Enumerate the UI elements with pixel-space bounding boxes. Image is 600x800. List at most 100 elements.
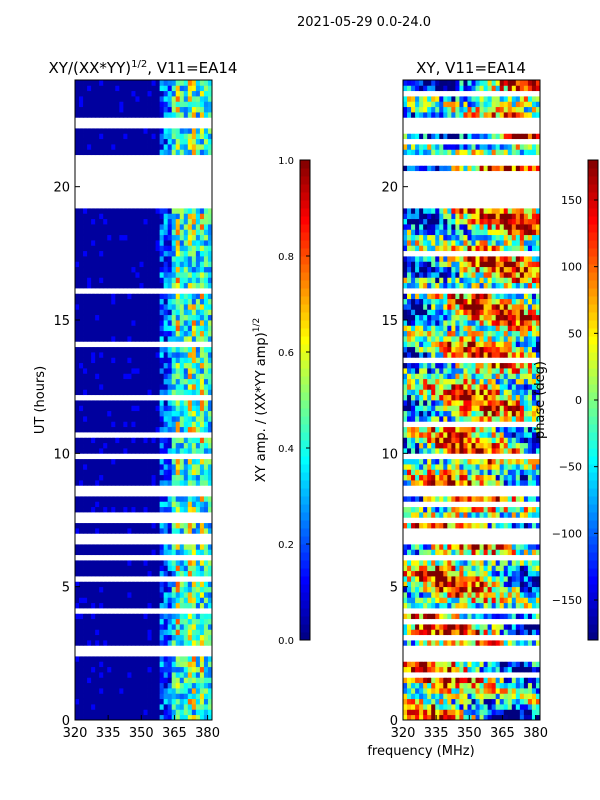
heatmap-cell <box>443 650 448 657</box>
heatmap-cell <box>79 341 84 348</box>
heatmap-cell <box>159 282 165 289</box>
heatmap-cell <box>151 80 156 86</box>
heatmap-cell <box>103 325 108 332</box>
heatmap-cell <box>419 640 424 646</box>
heatmap-cell <box>419 645 424 652</box>
heatmap-cell <box>451 704 456 710</box>
heatmap-cell <box>191 106 197 113</box>
heatmap-cell <box>83 544 88 550</box>
heatmap-cell <box>423 576 428 582</box>
heatmap-cell <box>107 650 112 657</box>
heatmap-cell <box>207 640 213 646</box>
heatmap-cell <box>103 106 108 113</box>
heatmap-cell <box>167 432 173 438</box>
heatmap-cell <box>127 389 132 396</box>
heatmap-cell <box>87 496 92 502</box>
heatmap-cell <box>103 330 108 337</box>
heatmap-cell <box>107 213 112 220</box>
heatmap-cell <box>123 549 128 556</box>
heatmap-cell <box>447 592 452 598</box>
heatmap-cell <box>103 96 108 102</box>
heatmap-cell <box>87 629 92 636</box>
heatmap-cell <box>167 298 173 305</box>
heatmap-cell <box>143 80 148 86</box>
heatmap-cell <box>195 122 201 129</box>
heatmap-cell <box>139 298 144 305</box>
heatmap-cell <box>175 602 181 609</box>
heatmap-cell <box>531 629 537 636</box>
heatmap-cell <box>187 688 193 694</box>
heatmap-cell <box>199 672 205 678</box>
heatmap-cell <box>191 517 197 524</box>
heatmap-cell <box>103 341 108 348</box>
heatmap-cell <box>151 336 156 342</box>
heatmap-cell <box>75 138 80 145</box>
heatmap-cell <box>191 101 197 108</box>
heatmap-cell <box>499 634 505 641</box>
heatmap-cell <box>175 528 181 534</box>
heatmap-cell <box>75 112 80 118</box>
heatmap-cell <box>199 522 205 529</box>
heatmap-cell <box>95 144 100 150</box>
heatmap-cell <box>75 202 80 209</box>
heatmap-cell <box>187 90 193 97</box>
heatmap-cell <box>115 122 120 129</box>
heatmap-cell <box>107 688 112 694</box>
x-tick-label: 365 <box>162 726 187 741</box>
heatmap-cell <box>143 688 148 694</box>
heatmap-cell <box>443 709 448 716</box>
heatmap-cell <box>127 565 132 572</box>
heatmap-cell <box>103 213 108 220</box>
heatmap-cell <box>207 144 213 150</box>
heatmap-cell <box>83 656 88 662</box>
heatmap-cell <box>115 304 120 310</box>
heatmap-cell <box>171 133 177 140</box>
heatmap-cell <box>143 229 148 236</box>
heatmap-cell <box>183 304 189 310</box>
heatmap-cell <box>135 202 140 209</box>
heatmap-cell <box>87 469 92 476</box>
heatmap-cell <box>427 613 432 620</box>
heatmap-cell <box>127 245 132 252</box>
heatmap-cell <box>195 448 201 454</box>
heatmap-cell <box>411 704 416 710</box>
heatmap-cell <box>123 208 128 214</box>
heatmap-cell <box>187 656 193 662</box>
heatmap-cell <box>183 122 189 129</box>
heatmap-cell <box>199 202 205 209</box>
heatmap-cell <box>163 170 169 177</box>
heatmap-cell <box>507 645 513 652</box>
heatmap-cell <box>515 704 521 710</box>
heatmap-cell <box>123 421 128 428</box>
heatmap-cell <box>151 85 156 92</box>
heatmap-cell <box>411 688 416 694</box>
heatmap-cell <box>203 272 209 278</box>
heatmap-cell <box>175 458 181 465</box>
heatmap-cell <box>479 661 484 668</box>
heatmap-cell <box>83 282 88 289</box>
heatmap-cell <box>79 378 84 385</box>
heatmap-cell <box>79 485 84 492</box>
heatmap-cell <box>199 96 205 102</box>
heatmap-cell <box>83 304 88 310</box>
heatmap-cell <box>135 357 140 364</box>
heatmap-cell <box>151 405 156 412</box>
heatmap-cell <box>131 165 136 172</box>
heatmap-cell <box>111 117 116 124</box>
heatmap-cell <box>403 677 408 684</box>
heatmap-cell <box>95 421 100 428</box>
heatmap-cell <box>83 682 88 689</box>
heatmap-cell <box>147 586 152 593</box>
heatmap-cell <box>163 400 169 406</box>
heatmap-cell <box>143 517 148 524</box>
heatmap-cell <box>179 325 185 332</box>
heatmap-cell <box>439 714 444 721</box>
heatmap-cell <box>79 272 84 278</box>
heatmap-cell <box>87 389 92 396</box>
heatmap-cell <box>147 704 152 710</box>
heatmap-cell <box>135 96 140 102</box>
heatmap-cell <box>99 565 104 572</box>
heatmap-cell <box>127 522 132 529</box>
heatmap-cell <box>175 677 181 684</box>
heatmap-cell <box>451 688 456 694</box>
